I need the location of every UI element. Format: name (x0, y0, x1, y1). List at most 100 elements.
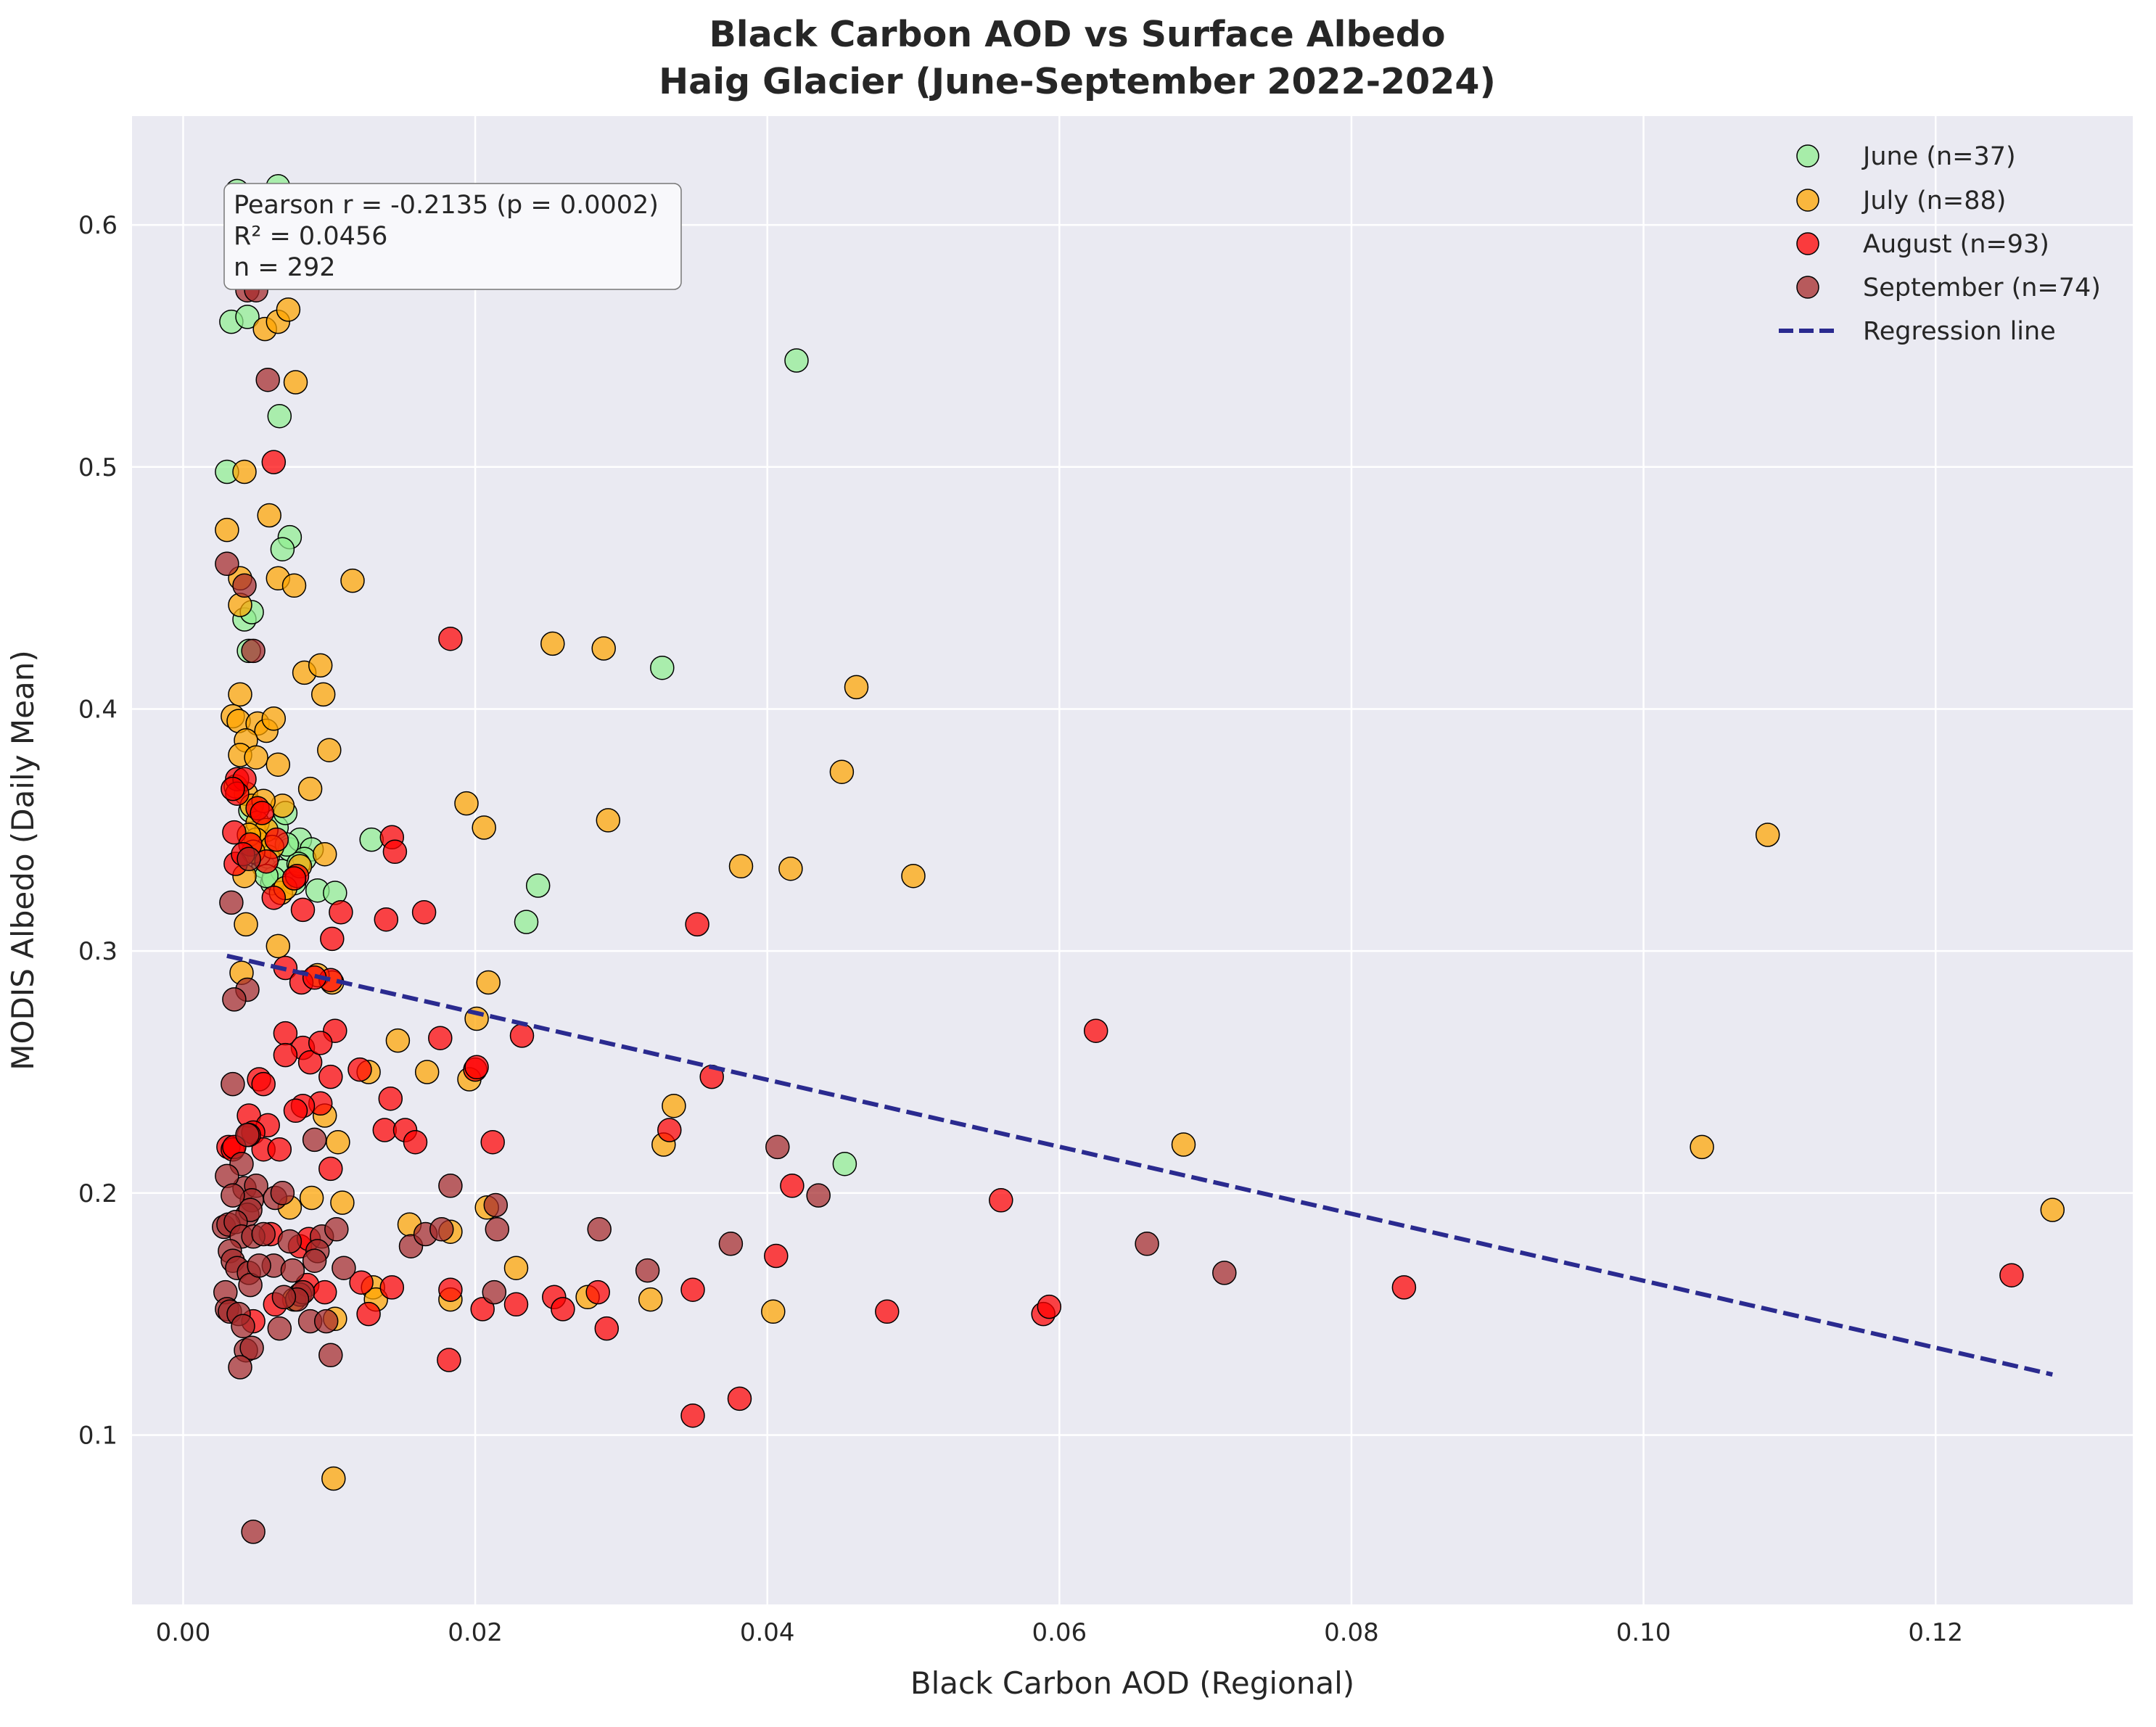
data-point-july (330, 1190, 355, 1215)
data-point-july (312, 841, 337, 867)
data-point-september (324, 1217, 349, 1242)
y-tick-label: 0.5 (78, 453, 118, 482)
data-point-september (222, 987, 247, 1012)
data-point-july (414, 1060, 440, 1084)
data-point-august (437, 1348, 461, 1372)
data-point-september (438, 1174, 463, 1198)
data-point-august (264, 827, 289, 852)
data-points (212, 174, 2065, 1544)
data-point-july (540, 631, 565, 656)
data-point-august (470, 1297, 495, 1322)
stats-n: n = 292 (234, 253, 336, 282)
data-point-august (428, 1026, 453, 1050)
data-point-september (587, 1217, 612, 1242)
data-point-august (403, 1129, 428, 1155)
data-point-august (347, 1057, 372, 1082)
legend: June (n=37) July (n=88) August (n=93) Se… (1779, 142, 2101, 346)
y-tick-label: 0.2 (78, 1179, 118, 1208)
data-point-august (318, 1064, 343, 1089)
legend-marker-june (1796, 144, 1819, 168)
plot-area (132, 116, 2133, 1604)
data-point-august (297, 1050, 323, 1075)
data-point-august (261, 450, 287, 474)
data-point-july (228, 682, 252, 707)
data-point-july (308, 653, 333, 678)
stats-pearson: Pearson r = -0.2135 (p = 0.0002) (234, 191, 659, 220)
data-point-july (281, 573, 307, 598)
data-point-july (1690, 1134, 1714, 1160)
data-point-july (266, 752, 291, 777)
data-point-september (255, 367, 280, 392)
data-point-july (234, 912, 258, 937)
data-point-september (235, 1122, 260, 1147)
data-point-august (267, 1137, 292, 1162)
data-point-september (221, 1183, 245, 1208)
y-tick-label: 0.3 (78, 937, 118, 966)
data-point-august (438, 1277, 463, 1302)
data-point-september (1135, 1232, 1159, 1256)
data-point-september (231, 1314, 255, 1339)
data-point-september (302, 1248, 327, 1273)
data-point-august (261, 885, 287, 910)
data-point-september (251, 1221, 276, 1247)
data-point-july (591, 636, 616, 661)
data-point-july (778, 856, 803, 881)
data-point-july (321, 1466, 346, 1491)
data-point-august (290, 897, 316, 923)
data-point-september (241, 638, 266, 664)
data-point-july (244, 745, 268, 770)
data-point-september (806, 1183, 831, 1208)
data-point-august (989, 1188, 1013, 1213)
data-point-august (594, 1316, 620, 1341)
data-point-september (485, 1217, 510, 1242)
data-point-september (318, 1343, 343, 1368)
stats-box-frame (223, 183, 682, 290)
data-point-june (359, 827, 384, 852)
data-point-july (310, 682, 336, 707)
stats-box: Pearson r = -0.2135 (p = 0.0002) R² = 0.… (223, 183, 682, 290)
data-point-september (280, 1258, 305, 1283)
data-point-august (349, 1270, 374, 1295)
data-point-august (318, 1156, 343, 1182)
data-point-july (503, 1256, 529, 1280)
legend-label-july: July (n=88) (1861, 186, 2006, 215)
data-point-august (727, 1386, 752, 1411)
data-point-july (261, 706, 287, 731)
legend-label-august: August (n=93) (1863, 230, 2049, 259)
data-point-july (385, 1028, 411, 1053)
data-point-july (1755, 823, 1780, 847)
data-point-august (378, 1086, 403, 1111)
chart-subtitle: Haig Glacier (June-September 2022-2024) (659, 61, 1496, 102)
data-point-july (297, 776, 323, 801)
data-point-august (382, 839, 408, 865)
data-point-july (276, 297, 301, 322)
data-point-august (780, 1174, 805, 1198)
data-point-august (503, 1292, 529, 1317)
data-point-september (270, 1181, 295, 1205)
data-point-august (281, 866, 307, 891)
legend-label-regression: Regression line (1863, 317, 2056, 346)
data-point-september (429, 1217, 454, 1242)
data-point-august (764, 1243, 789, 1269)
data-point-august (438, 626, 463, 651)
grid-layer (132, 116, 2133, 1604)
data-point-september (236, 846, 261, 872)
data-point-september (247, 1253, 271, 1278)
data-point-september (271, 1285, 297, 1310)
data-point-august (372, 1118, 398, 1142)
data-point-august (551, 1297, 575, 1322)
data-point-july (472, 815, 496, 840)
data-point-august (464, 1055, 489, 1080)
data-point-august (329, 899, 353, 925)
chart-title: Black Carbon AOD vs Surface Albedo (709, 14, 1445, 55)
data-point-september (765, 1134, 790, 1160)
data-point-july (215, 517, 239, 543)
data-point-august (221, 776, 245, 801)
data-point-july (266, 933, 291, 959)
data-point-june (832, 1151, 857, 1176)
data-point-september (232, 573, 257, 598)
data-point-june (514, 910, 539, 934)
x-axis-label: Black Carbon AOD (Regional) (910, 1665, 1354, 1701)
data-point-september (483, 1192, 509, 1218)
data-point-august (685, 912, 709, 937)
